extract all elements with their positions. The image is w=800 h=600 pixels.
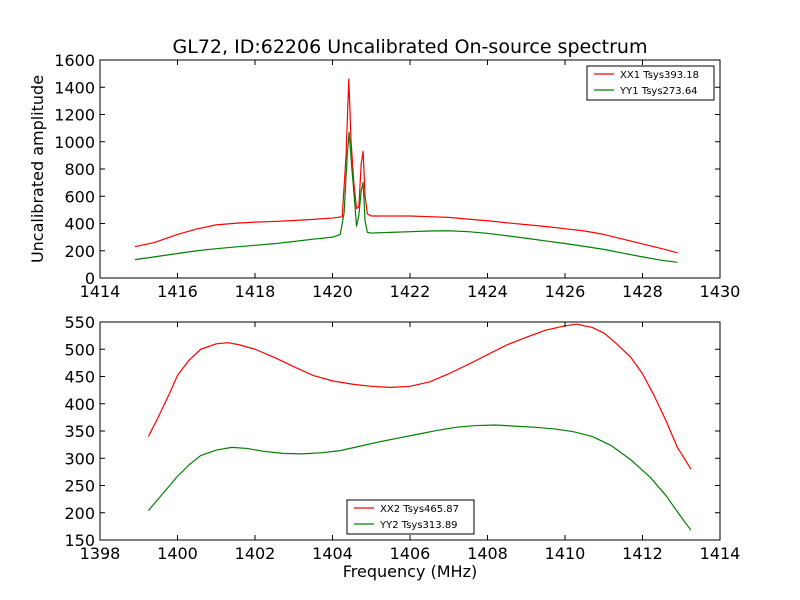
x-tick-label: 1420 [312,282,353,301]
y-tick-label: 0 [85,269,95,288]
y-tick-label: 450 [64,368,95,387]
series-line-yy2 [147,424,692,531]
bottom-panel-lines [147,323,692,531]
x-tick-label: 1406 [390,544,431,563]
y-tick-label: 800 [64,160,95,179]
y-tick-label: 1000 [54,133,95,152]
bottom-panel-legend: XX2 Tsys465.87 YY2 Tsys313.89 [346,499,475,535]
y-tick-label: 400 [64,395,95,414]
x-tick-label: 1416 [157,282,198,301]
x-tick-label: 1426 [545,282,586,301]
y-tick-label: 400 [64,215,95,234]
x-tick-label: 1404 [312,544,353,563]
y-tick-label: 1200 [54,106,95,125]
legend-label-xx2: XX2 Tsys465.87 [380,504,459,515]
y-tick-label: 250 [64,477,95,496]
x-axis-label: Frequency (MHz) [343,562,477,581]
x-tick-label: 1398 [80,544,121,563]
top-panel-y-axis-label: Uncalibrated amplitude [28,75,47,263]
x-tick-label: 1418 [235,282,276,301]
legend-label-yy1: YY1 Tsys273.64 [619,86,698,97]
legend-label-xx1: XX1 Tsys393.18 [620,70,699,81]
y-tick-label: 350 [64,422,95,441]
bottom-panel-ticks: 1398 1400 1402 1404 1406 1408 1410 1412 1414 150 2… [64,313,740,563]
x-tick-label: 1402 [235,544,276,563]
legend-label-yy2: YY2 Tsys313.89 [379,520,458,531]
x-tick-label: 1428 [622,282,663,301]
top-panel-lines [134,78,678,263]
series-line-xx2 [147,323,692,470]
y-tick-label: 500 [64,340,95,359]
top-panel-legend-box [586,65,715,101]
y-tick-label: 600 [64,187,95,206]
x-tick-label: 1430 [700,282,741,301]
x-tick-label: 1408 [467,544,508,563]
y-tick-label: 300 [64,449,95,468]
x-tick-label: 1410 [545,544,586,563]
bottom-panel-legend-box [346,499,475,535]
top-panel-legend: XX1 Tsys393.18 YY1 Tsys273.64 [586,65,715,101]
top-panel: 1414 1416 1418 1420 1422 1424 1426 1428 1430 0 200… [28,51,740,301]
x-tick-label: 1422 [390,282,431,301]
y-tick-label: 200 [64,242,95,261]
x-tick-label: 1414 [700,544,741,563]
series-line-xx1 [134,78,678,254]
y-tick-label: 1400 [54,78,95,97]
x-tick-label: 1414 [80,282,121,301]
y-tick-label: 1600 [54,51,95,70]
series-line-yy1 [134,131,678,263]
x-tick-label: 1412 [622,544,663,563]
y-tick-label: 550 [64,313,95,332]
y-tick-label: 150 [64,531,95,550]
x-tick-label: 1400 [157,544,198,563]
chart-title: GL72, ID:62206 Uncalibrated On-source sp… [173,36,648,58]
x-tick-label: 1424 [467,282,508,301]
bottom-panel: 1398 1400 1402 1404 1406 1408 1410 1412 1414 150 2… [64,313,740,581]
y-tick-label: 200 [64,504,95,523]
top-panel-ticks: 1414 1416 1418 1420 1422 1424 1426 1428 1430 0 200… [54,51,740,301]
